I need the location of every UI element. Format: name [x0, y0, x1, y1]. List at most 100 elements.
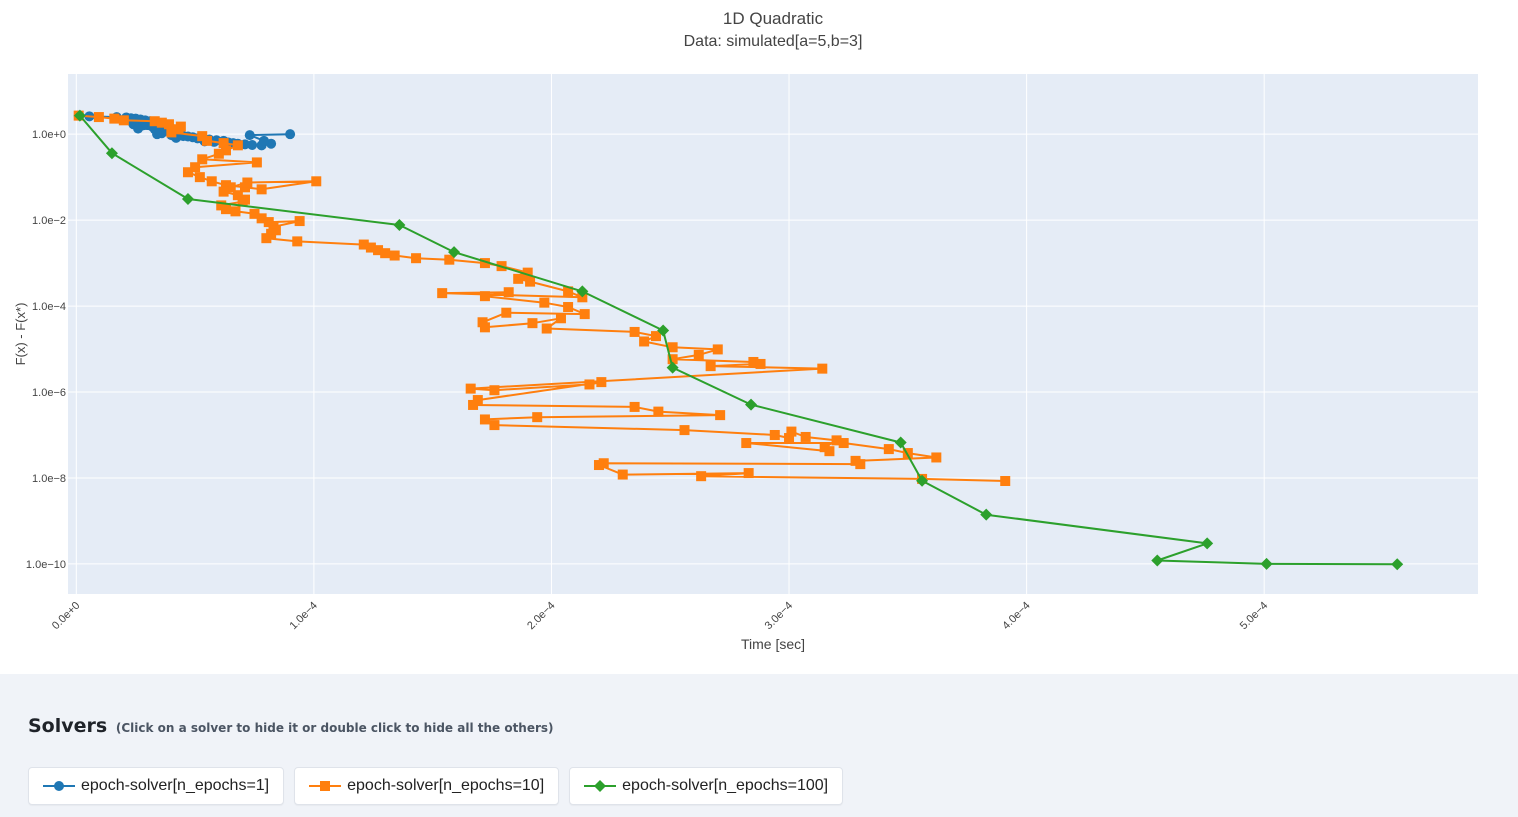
legend-item-n-epochs-100[interactable]: epoch-solver[n_epochs=100] [569, 767, 844, 805]
data-point [527, 318, 538, 329]
data-point [513, 273, 524, 284]
data-point [256, 213, 267, 224]
solvers-heading: Solvers (Click on a solver to hide it or… [28, 715, 554, 737]
data-point [679, 425, 690, 436]
data-point [784, 433, 795, 444]
data-point [156, 117, 167, 128]
data-point [258, 135, 269, 146]
data-point [667, 342, 678, 353]
chart-svg: 1D Quadratic Data: simulated[a=5,b=3] 0.… [13, 9, 1478, 652]
data-point [617, 469, 628, 480]
data-point [817, 363, 828, 374]
data-point [1391, 558, 1404, 571]
data-point [653, 406, 664, 417]
plot-area: 1D Quadratic Data: simulated[a=5,b=3] 0.… [13, 9, 1478, 652]
data-point [693, 349, 704, 360]
data-point [666, 361, 679, 374]
legend-item-n-epochs-1[interactable]: epoch-solver[n_epochs=1] [28, 767, 285, 805]
data-point [256, 184, 267, 195]
series-layer [73, 109, 1404, 571]
data-point [247, 139, 258, 150]
data-point [242, 177, 253, 188]
data-point [477, 317, 488, 328]
data-point [650, 331, 661, 342]
data-point [489, 420, 500, 431]
plot-background [68, 74, 1478, 594]
legend-item-label: epoch-solver[n_epochs=10] [347, 777, 545, 794]
solvers-title: Solvers [28, 715, 108, 737]
data-point [411, 253, 422, 264]
data-point [218, 138, 229, 149]
data-point [902, 448, 913, 459]
data-point [93, 112, 104, 123]
data-point [285, 129, 296, 140]
x-tick-label: 3.0e−4 [763, 600, 795, 632]
data-point [800, 431, 811, 442]
data-point [883, 444, 894, 455]
data-point [444, 254, 455, 265]
legend-item-n-epochs-10[interactable]: epoch-solver[n_epochs=10] [294, 767, 560, 805]
data-point [197, 154, 208, 165]
data-point [237, 196, 248, 207]
data-point [244, 130, 255, 141]
data-point [468, 399, 479, 410]
x-tick-label: 5.0e−4 [1238, 600, 1270, 632]
chart-title: 1D Quadratic [723, 9, 824, 28]
data-point [980, 508, 993, 521]
data-point [1201, 537, 1214, 550]
data-point [579, 309, 590, 320]
data-point [894, 436, 907, 449]
y-tick-label: 1.0e−4 [32, 301, 66, 313]
data-point [1151, 554, 1164, 567]
data-point [479, 414, 490, 425]
data-point [705, 361, 716, 372]
data-point [696, 471, 707, 482]
data-point [501, 307, 512, 318]
data-point [220, 145, 231, 156]
data-point [745, 398, 758, 411]
x-tick-label: 2.0e−4 [525, 600, 557, 632]
data-point [225, 182, 236, 193]
y-tick-label: 1.0e−10 [26, 559, 66, 571]
data-point [525, 276, 536, 287]
data-point [503, 287, 514, 298]
data-point [667, 354, 678, 365]
data-point [201, 135, 212, 146]
data-point [838, 438, 849, 449]
series-line [79, 114, 1398, 566]
x-tick-label: 4.0e−4 [1000, 600, 1032, 632]
data-point [539, 297, 550, 308]
data-point [437, 288, 448, 299]
data-point [741, 438, 752, 449]
square-marker-icon [309, 781, 342, 791]
data-point [251, 157, 262, 168]
data-point [261, 233, 272, 244]
data-point [769, 429, 780, 440]
data-point [748, 356, 759, 367]
y-tick-label: 1.0e−8 [32, 473, 66, 485]
data-point [163, 119, 174, 130]
data-point [152, 129, 163, 140]
data-point [166, 127, 177, 138]
circle-marker-icon [43, 781, 75, 791]
y-tick-label: 1.0e+0 [32, 129, 66, 141]
data-point [479, 291, 490, 302]
data-point [541, 323, 552, 334]
data-point [109, 113, 120, 124]
data-point [563, 302, 574, 313]
data-point [931, 452, 942, 463]
data-point [489, 385, 500, 396]
data-point [596, 377, 607, 388]
data-point [712, 344, 723, 355]
data-point [105, 147, 118, 160]
data-point [824, 446, 835, 457]
data-point [755, 358, 766, 369]
data-point [389, 250, 400, 261]
legend-item-label: epoch-solver[n_epochs=1] [81, 777, 270, 794]
data-point [220, 204, 231, 215]
data-point [629, 326, 640, 337]
data-point [465, 383, 476, 394]
x-axis-label: Time [sec] [741, 636, 805, 652]
data-point [831, 435, 842, 446]
solver-legend: epoch-solver[n_epochs=1] epoch-solver[n_… [28, 767, 844, 805]
